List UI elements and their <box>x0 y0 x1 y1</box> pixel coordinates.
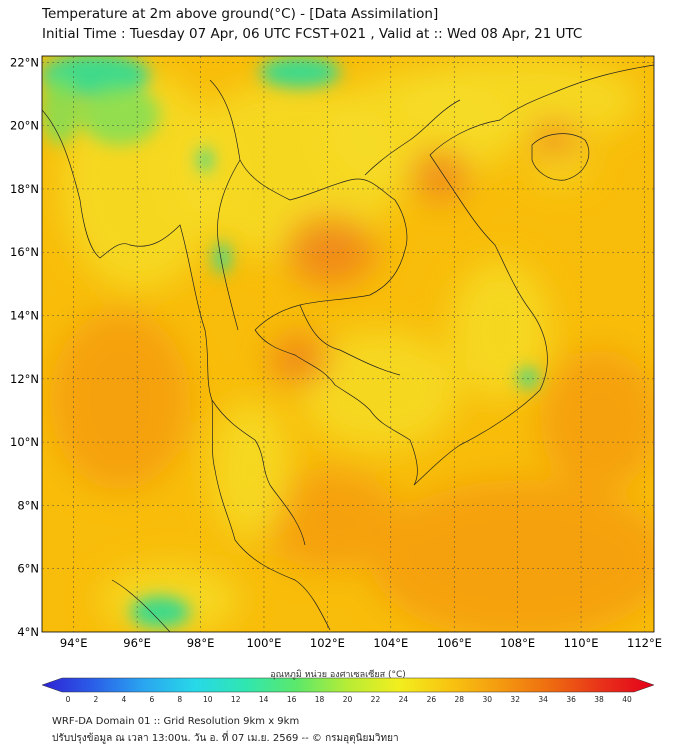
lon-tick-label: 98°E <box>187 636 215 650</box>
colorbar-tick-label: 24 <box>399 695 409 704</box>
lat-tick-label: 6°N <box>17 562 39 576</box>
colorbar-tick-label: 2 <box>94 695 99 704</box>
map-title: Temperature at 2m above ground(°C) - [Da… <box>42 6 439 22</box>
colorbar-tick-label: 36 <box>566 695 576 704</box>
colorbar-label: อุณหภูมิ หน่วย องศาเซลเซียส (°C) <box>270 670 406 680</box>
lat-tick-label: 10°N <box>10 435 39 449</box>
colorbar-tick-label: 12 <box>231 695 241 704</box>
lon-tick-label: 94°E <box>60 636 88 650</box>
colorbar-tick-label: 8 <box>177 695 182 704</box>
lon-tick-label: 96°E <box>123 636 151 650</box>
lon-tick-label: 102°E <box>310 636 345 650</box>
lat-tick-label: 20°N <box>10 119 39 133</box>
coastlines-borders <box>42 64 654 632</box>
colorbar-tick-label: 26 <box>427 695 437 704</box>
lat-tick-label: 12°N <box>10 372 39 386</box>
colorbar-tick-label: 18 <box>315 695 325 704</box>
colorbar-tick-label: 14 <box>259 695 269 704</box>
colorbar-tick-label: 16 <box>287 695 297 704</box>
footer-update-info: ปรับปรุงข้อมูล ณ เวลา 13:00น. วัน อ. ที่… <box>52 733 399 744</box>
lat-tick-label: 16°N <box>10 245 39 259</box>
lon-tick-label: 112°E <box>627 636 662 650</box>
lon-tick-label: 106°E <box>437 636 472 650</box>
colorbar-tick-label: 4 <box>122 695 127 704</box>
colorbar-tick-label: 32 <box>510 695 520 704</box>
temperature-field <box>42 56 654 632</box>
lon-tick-label: 110°E <box>564 636 599 650</box>
lat-tick-label: 8°N <box>17 498 39 512</box>
colorbar-tick-label: 40 <box>622 695 632 704</box>
colorbar-tick-label: 10 <box>203 695 213 704</box>
colorbar-tick-label: 6 <box>149 695 154 704</box>
lon-tick-label: 100°E <box>246 636 281 650</box>
map-frame <box>41 55 655 633</box>
colorbar-tick-label: 22 <box>371 695 381 704</box>
longitude-labels: 94°E 96°E 98°E 100°E 102°E 104°E 106°E 108°E 110… <box>60 636 662 650</box>
lat-tick-label: 14°N <box>10 309 39 323</box>
lat-tick-label: 22°N <box>10 55 39 69</box>
colorbar-tick-label: 20 <box>343 695 353 704</box>
lat-tick-label: 18°N <box>10 182 39 196</box>
lon-tick-label: 108°E <box>500 636 535 650</box>
latitude-labels: 4°N 6°N 8°N 10°N 12°N 14°N 16°N 18°N 20°N 22°N <box>10 55 39 639</box>
graticule <box>42 56 654 632</box>
lat-tick-label: 4°N <box>17 625 39 639</box>
colorbar-tick-label: 34 <box>538 695 548 704</box>
lon-tick-label: 104°E <box>373 636 408 650</box>
colorbar-tick-label: 28 <box>455 695 465 704</box>
colorbar-tick-label: 38 <box>594 695 604 704</box>
map-subtitle: Initial Time : Tuesday 07 Apr, 06 UTC FC… <box>42 26 583 42</box>
colorbar: 0 2 4 6 8 10 12 14 16 18 20 22 24 26 28 30 32 34 36 38 40 <box>41 677 655 704</box>
footer-model-info: WRF-DA Domain 01 :: Grid Resolution 9km … <box>52 716 300 727</box>
colorbar-tick-label: 30 <box>482 695 492 704</box>
colorbar-tick-label: 0 <box>66 695 71 704</box>
